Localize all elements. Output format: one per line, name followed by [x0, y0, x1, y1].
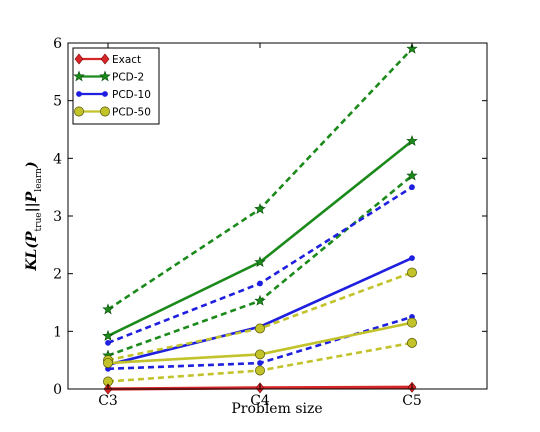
legend-marker-right	[102, 91, 108, 97]
legend-marker-left	[76, 91, 82, 97]
data-point-marker	[102, 303, 114, 315]
data-point-marker	[406, 169, 418, 181]
y-tick-label: 0	[53, 382, 62, 398]
data-point-marker	[407, 267, 417, 278]
data-point-marker	[257, 360, 263, 366]
y-tick-label: 2	[53, 267, 62, 283]
ticks-layer: 0 1 2 3 4 5 6 C3 C4 C5	[53, 36, 487, 409]
y-tick-label: 6	[53, 36, 62, 52]
legend-label: PCD-2	[112, 72, 144, 84]
y-tick-label: 4	[53, 151, 62, 167]
data-point-marker	[406, 134, 418, 146]
series-pcd-50-dashed-9	[103, 337, 417, 387]
series-pcd-10-dashed-4	[105, 184, 415, 346]
data-point-marker	[103, 358, 113, 368]
y-tick-label: 5	[53, 94, 62, 110]
y-tick-label: 1	[53, 324, 62, 340]
legend-label: Exact	[112, 54, 141, 66]
legend-marker-left	[74, 106, 84, 117]
legend-items: Exact PCD-2 PCD-10 PCD-50	[73, 53, 151, 119]
data-point-marker	[406, 42, 418, 54]
series-pcd-50-solid-8	[103, 317, 417, 368]
x-axis-label: Problem size	[231, 401, 322, 417]
data-point-marker	[257, 280, 263, 287]
series-pcd-2-solid-2	[102, 134, 418, 341]
series-pcd-2-dashed-3	[102, 169, 418, 361]
x-tick-label: C3	[98, 393, 118, 409]
legend-label: PCD-10	[112, 89, 151, 101]
data-point-marker	[255, 365, 265, 376]
legend-entry-exact: Exact	[74, 53, 141, 66]
series-layer	[102, 42, 418, 395]
legend-entry-pcd-10: PCD-10	[76, 89, 151, 101]
legend: Exact PCD-2 PCD-10 PCD-50	[72, 47, 160, 125]
data-point-marker	[407, 337, 417, 348]
legend-marker-left	[73, 70, 85, 82]
legend-entry-pcd-50: PCD-50	[74, 107, 151, 119]
data-point-marker	[254, 294, 266, 306]
data-point-marker	[255, 349, 265, 360]
data-point-marker	[102, 329, 114, 341]
y-tick-label: 3	[53, 209, 62, 225]
legend-label: PCD-50	[112, 107, 151, 119]
data-point-marker	[254, 256, 266, 268]
legend-marker-right	[100, 53, 110, 65]
legend-marker-right	[100, 106, 110, 117]
data-point-marker	[255, 323, 265, 334]
x-tick-label: C4	[250, 393, 270, 409]
legend-marker-right	[99, 70, 111, 82]
data-point-marker	[409, 255, 415, 261]
legend-entry-pcd-2: PCD-2	[73, 70, 144, 84]
legend-marker-left	[74, 53, 84, 65]
series-pcd-2-dashed-1	[102, 42, 418, 315]
y-axis-label: KL(Ptrue||Plearn)	[24, 161, 44, 271]
data-point-marker	[409, 184, 415, 191]
data-point-marker	[407, 317, 417, 328]
x-tick-label: C5	[402, 393, 422, 409]
data-point-marker	[254, 203, 266, 214]
data-point-marker	[105, 339, 111, 346]
